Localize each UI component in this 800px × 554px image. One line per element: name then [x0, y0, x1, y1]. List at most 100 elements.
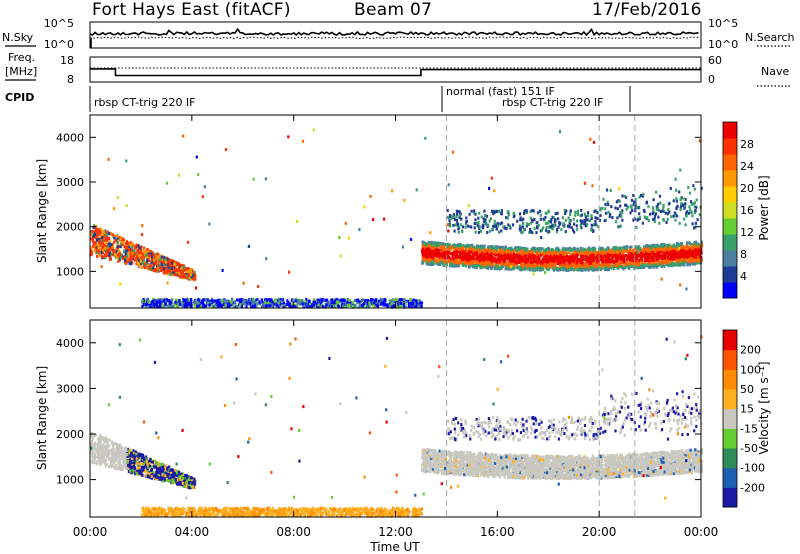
data-cell: [489, 217, 493, 221]
data-cell: [488, 251, 491, 254]
data-cell: [532, 254, 535, 258]
data-cell: [469, 244, 472, 248]
data-cell: [607, 210, 610, 214]
data-cell: [623, 246, 626, 250]
data-cell: [560, 259, 563, 262]
data-cell: [174, 272, 177, 276]
data-cell: [565, 254, 569, 258]
data-cell: [486, 245, 490, 249]
data-cell: [627, 254, 630, 258]
data-cell: [640, 260, 643, 264]
data-cell: [557, 247, 560, 251]
data-cell: [435, 246, 438, 249]
data-cell: [646, 256, 649, 260]
data-cell: [594, 220, 597, 223]
data-cell: [583, 222, 586, 226]
data-cell: [457, 260, 460, 264]
data-cell: [175, 271, 178, 275]
data-cell: [645, 253, 648, 257]
data-cell: [543, 259, 546, 263]
data-cell: [645, 259, 648, 262]
data-cell: [477, 216, 480, 220]
data-cell: [636, 256, 639, 260]
data-cell: [622, 264, 625, 268]
data-cell: [687, 246, 690, 249]
data-cell: [132, 249, 135, 253]
data-cell: [690, 260, 693, 264]
freq-series-line: [90, 68, 701, 77]
data-cell: [143, 250, 146, 254]
data-cell: [454, 223, 457, 227]
data-cell: [97, 249, 100, 253]
data-cell: [538, 262, 541, 266]
data-cell: [545, 254, 548, 258]
data-cell: [536, 253, 539, 256]
data-cell: [695, 205, 698, 209]
data-cell: [634, 259, 637, 263]
data-cell: [468, 265, 471, 269]
data-cell: [609, 254, 612, 257]
data-cell: [690, 244, 693, 248]
data-cell: [525, 211, 528, 214]
data-cell: [665, 254, 668, 258]
data-cell: [528, 267, 531, 270]
data-cell: [621, 266, 624, 269]
data-cell: [497, 255, 500, 259]
data-cell: [604, 248, 607, 252]
data-cell: [556, 211, 559, 215]
data-cell: [559, 221, 562, 225]
data-cell: [581, 256, 584, 260]
data-cell: [633, 264, 636, 268]
data-cell: [658, 221, 661, 225]
data-cell: [503, 248, 506, 251]
data-cell: [577, 262, 580, 266]
data-cell: [618, 248, 622, 251]
data-cell: [116, 235, 119, 239]
data-cell: [430, 245, 433, 249]
data-cell: [495, 226, 498, 230]
data-cell: [692, 202, 695, 206]
data-cell: [127, 242, 131, 246]
data-cell: [119, 254, 122, 258]
data-cell: [673, 250, 676, 254]
data-cell: [102, 231, 105, 235]
data-cell: [614, 220, 618, 224]
data-cell: [493, 222, 496, 226]
data-cell: [474, 212, 477, 216]
data-cell: [472, 259, 475, 263]
data-cell: [95, 236, 98, 240]
data-cell: [673, 254, 676, 258]
data-cell: [501, 249, 504, 253]
data-cell: [628, 267, 631, 271]
data-cell: [519, 218, 522, 222]
data-cell: [106, 232, 109, 236]
data-cell: [101, 251, 105, 255]
data-cell: [451, 254, 454, 258]
data-cell: [562, 255, 565, 259]
data-cell: [675, 197, 678, 201]
data-cell: [682, 254, 686, 258]
data-cell: [575, 261, 578, 265]
data-cell: [442, 245, 445, 249]
data-cell: [608, 249, 611, 253]
data-cell: [622, 245, 625, 249]
data-cell: [550, 262, 553, 266]
data-cell: [650, 255, 653, 259]
data-cell: [690, 200, 693, 204]
data-cell: [662, 218, 665, 221]
data-cell: [563, 252, 566, 256]
data-cell: [188, 277, 191, 281]
data-cell: [668, 243, 671, 247]
data-cell: [113, 236, 116, 240]
data-cell: [517, 254, 520, 258]
data-cell: [666, 260, 669, 264]
data-cell: [496, 222, 499, 226]
data-cell: [139, 259, 142, 263]
data-cell: [534, 259, 537, 263]
data-cell: [621, 194, 624, 198]
data-cell: [461, 249, 464, 253]
cpid-segment-2: normal (fast) 151 IF: [446, 85, 555, 98]
data-cell: [453, 260, 456, 264]
data-cell: [451, 264, 454, 268]
data-cell: [654, 254, 657, 258]
